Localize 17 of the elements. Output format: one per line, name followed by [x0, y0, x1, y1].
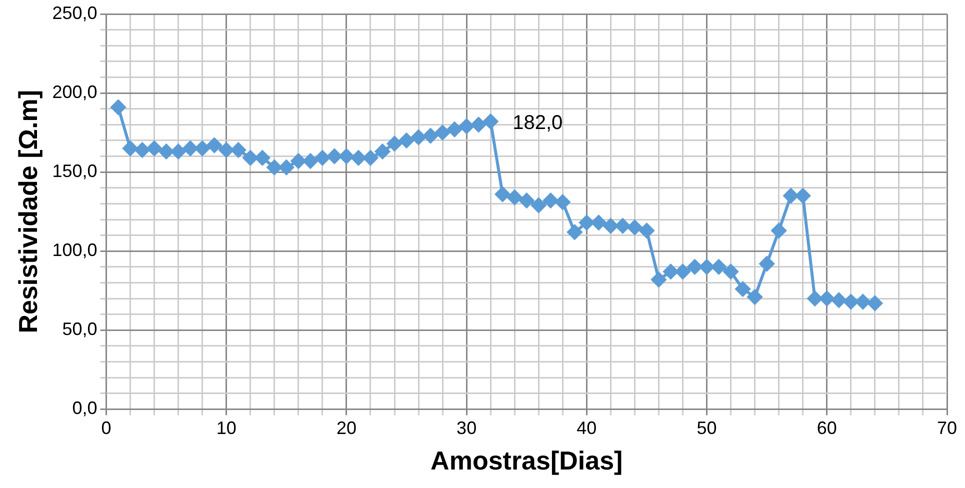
- x-tick-label: 30: [456, 418, 477, 438]
- y-tick-label: 150,0: [52, 161, 98, 182]
- y-tick-label: 50,0: [62, 319, 98, 340]
- y-tick-label: 250,0: [52, 2, 98, 23]
- y-axis-title: Resistividade [Ω.m]: [12, 90, 43, 334]
- x-tick-label: 20: [336, 418, 356, 438]
- x-tick-label: 40: [576, 418, 597, 438]
- y-tick-label: 100,0: [52, 240, 98, 260]
- annotation: 182,0: [512, 112, 563, 134]
- x-tick-label: 10: [216, 418, 236, 438]
- y-tick-label: 0,0: [72, 398, 98, 418]
- x-axis-title: Amostras[Dias]: [430, 446, 623, 476]
- x-tick-label: 50: [696, 418, 717, 438]
- x-tick-label: 70: [936, 418, 958, 438]
- y-tick-label: 200,0: [52, 82, 98, 102]
- x-tick-label: 0: [101, 418, 112, 438]
- x-tick-label: 60: [816, 418, 837, 438]
